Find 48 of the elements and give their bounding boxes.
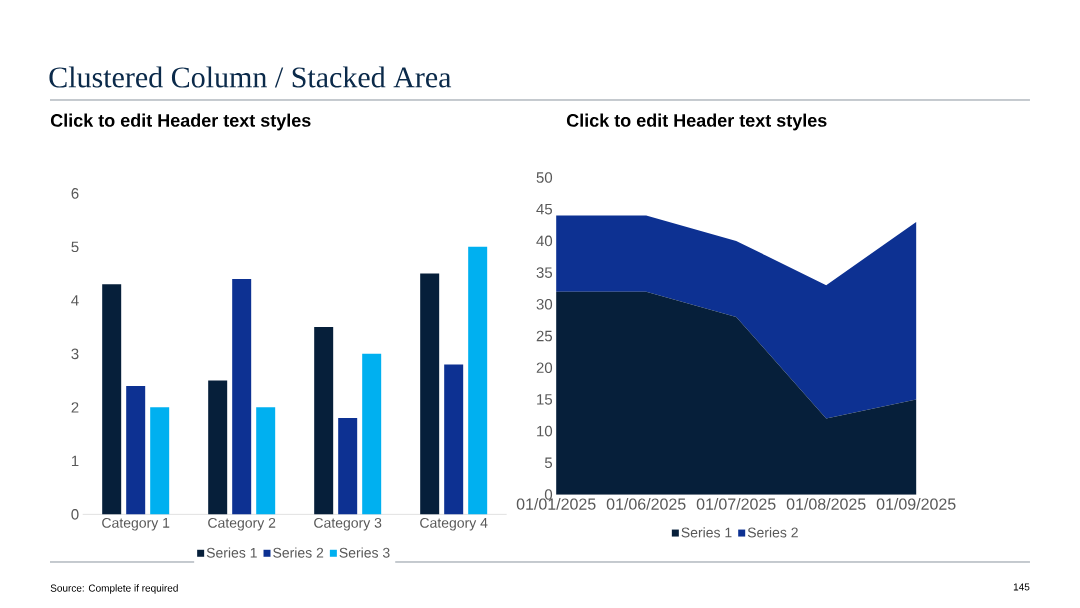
chart-title: Click to edit Header text styles [566,113,827,131]
y-tick-label: 1 [71,455,79,467]
y-tick-label: 5 [544,457,553,469]
y-tick-label: 45 [536,203,553,215]
y-tick-label: 2 [71,402,79,413]
bar [362,353,382,515]
bar [150,407,170,515]
x-tick-label: Category 1 [102,517,170,531]
y-tick-label: 40 [536,235,553,247]
legend-label: Series 2 [273,547,324,558]
y-tick-label: 3 [71,348,79,360]
x-tick-label: 01/06/2025 [606,498,686,510]
bar [420,273,440,515]
bar [338,418,358,515]
y-tick-label: 15 [537,394,553,405]
x-tick-label: 01/07/2025 [696,498,776,510]
bar [232,278,252,515]
y-tick-label: 25 [536,330,553,342]
y-tick-label: 30 [536,299,553,310]
x-tick-label: 01/09/2025 [876,498,956,510]
bar [256,407,276,515]
source-note: Source: Complete if required [50,584,178,594]
y-tick-label: 10 [537,425,553,437]
bar [468,246,488,515]
bar [314,327,334,515]
y-tick-label: 20 [536,362,553,374]
text: Clustered Column / Stacked Area [49,66,452,88]
x-tick-label: Category 3 [314,517,382,531]
chart-title: Click to edit Header text styles [50,113,311,131]
x-tick-label: 01/01/2025 [516,498,596,510]
bar [208,380,228,515]
y-tick-label: 50 [536,172,553,183]
bar [126,385,146,515]
legend-label: Series 1 [206,547,257,558]
text: 145 [1013,583,1030,591]
bar [102,284,122,515]
y-tick-label: 35 [536,267,553,278]
x-tick-label: Category 4 [420,517,488,531]
legend-label: Series 3 [339,547,390,558]
y-tick-label: 5 [71,241,79,253]
legend-label: Series 1 [681,527,732,538]
y-tick-label: 0 [71,509,79,520]
y-tick-label: 4 [71,295,79,306]
x-tick-label: 01/08/2025 [786,498,866,510]
legend-label: Series 2 [747,527,798,538]
bar [444,364,464,515]
y-tick-label: 6 [71,188,79,199]
x-tick-label: Category 2 [208,517,276,531]
